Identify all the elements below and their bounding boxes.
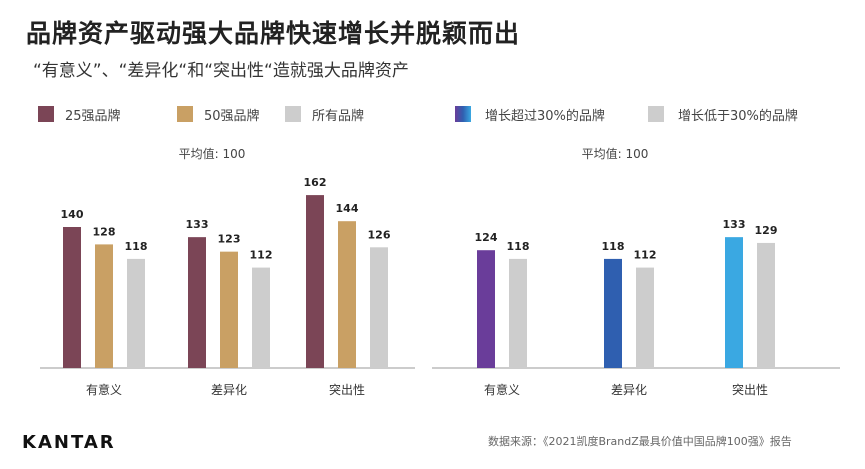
legend-label: 25强品牌: [65, 108, 121, 124]
category-label: 有意义: [86, 382, 122, 397]
bar: [604, 258, 622, 368]
bar: [636, 267, 654, 368]
legend-swatch: [177, 106, 193, 122]
legend-swatch: [455, 106, 471, 122]
category-label: 差异化: [211, 383, 247, 397]
bar: [188, 237, 206, 368]
category-label: 差异化: [611, 383, 647, 397]
data-label: 123: [218, 233, 241, 246]
page-subtitle: “有意义”、“差异化“和“突出性“造就强大品牌资产: [33, 61, 409, 81]
average-note: 平均值: 100: [179, 146, 246, 161]
legend-swatch: [285, 106, 301, 122]
bar: [306, 195, 324, 368]
bar: [370, 247, 388, 368]
kantar-logo: KANTAR: [22, 432, 116, 453]
legend-label: 增长超过30%的品牌: [485, 108, 605, 124]
data-label: 126: [368, 228, 391, 241]
bar: [127, 258, 145, 368]
source-note: 数据来源：《2021凯度BrandZ最具价值中国品牌100强》报告: [488, 435, 792, 448]
legend-swatch: [38, 106, 54, 122]
data-label: 118: [125, 240, 148, 253]
data-label: 112: [634, 249, 657, 262]
legend-label: 50强品牌: [204, 108, 260, 124]
legend-swatch: [648, 106, 664, 122]
legend-label: 增长低于30%的品牌: [678, 108, 798, 124]
legend-label: 所有品牌: [312, 108, 364, 124]
data-label: 140: [61, 208, 84, 221]
data-label: 162: [304, 176, 327, 189]
bar: [95, 244, 113, 368]
data-label: 118: [602, 240, 625, 253]
data-label: 128: [93, 225, 116, 238]
bar: [63, 227, 81, 368]
bar: [220, 251, 238, 368]
bar: [252, 267, 270, 368]
category-label: 有意义: [484, 382, 520, 397]
data-label: 144: [336, 202, 359, 215]
data-label: 129: [755, 224, 778, 237]
bar: [725, 237, 743, 368]
average-note: 平均值: 100: [582, 146, 649, 161]
data-label: 118: [507, 240, 530, 253]
bar: [509, 258, 527, 368]
data-label: 133: [723, 218, 746, 231]
page-title: 品牌资产驱动强大品牌快速增长并脱颖而出: [26, 19, 521, 48]
data-label: 124: [475, 231, 498, 244]
category-label: 突出性: [329, 382, 365, 397]
data-label: 133: [186, 218, 209, 231]
data-label: 112: [250, 249, 273, 262]
bar: [338, 221, 356, 368]
bar: [757, 242, 775, 368]
bar: [477, 250, 495, 368]
category-label: 突出性: [732, 382, 768, 397]
